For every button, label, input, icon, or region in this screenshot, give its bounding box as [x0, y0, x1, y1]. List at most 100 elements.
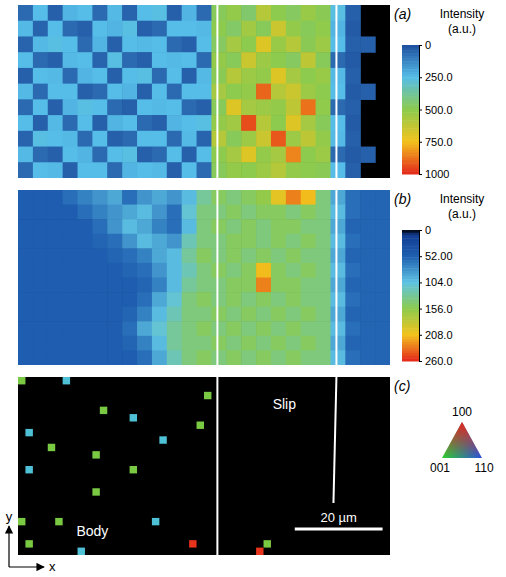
scale-bar-label: 20 µm [320, 510, 356, 525]
heatmap-cell [197, 263, 212, 278]
heatmap-cell [316, 84, 331, 100]
heatmap-cell [241, 162, 256, 178]
heatmap-cell [167, 292, 182, 307]
heatmap-cell [375, 190, 390, 205]
heatmap-cell [375, 234, 390, 249]
heatmap-cell [167, 147, 182, 163]
heatmap-cell [122, 263, 137, 278]
heatmap-cell [33, 147, 48, 163]
heatmap-cell [360, 219, 375, 234]
heatmap-cell [256, 99, 271, 115]
heatmap-cell [92, 350, 107, 365]
heatmap-cell [316, 36, 331, 52]
orientation-pixel [63, 377, 70, 384]
heatmap-cell [182, 219, 197, 234]
heatmap-cell [271, 263, 286, 278]
heatmap-cell [107, 5, 122, 21]
heatmap-cell [63, 336, 78, 351]
heatmap-cell [256, 162, 271, 178]
heatmap-cell [375, 350, 390, 365]
heatmap-cell [18, 248, 33, 263]
heatmap-cell [107, 263, 122, 278]
heatmap-cell [63, 99, 78, 115]
heatmap-cell [286, 162, 301, 178]
colorbar-axis-line [419, 231, 420, 362]
heatmap-cell [48, 162, 63, 178]
heatmap-cell [78, 21, 93, 37]
heatmap-cell [182, 68, 197, 84]
heatmap-cell [226, 147, 241, 163]
heatmap-cell [256, 263, 271, 278]
heatmap-cell [92, 84, 107, 100]
heatmap-cell [137, 36, 152, 52]
heatmap-cell [33, 21, 48, 37]
heatmap-cell [330, 147, 345, 163]
heatmap-cell [286, 36, 301, 52]
heatmap-cell [256, 205, 271, 220]
colorbar-tick-mark [419, 361, 422, 362]
colorbar-tick: 260.0 [419, 355, 453, 367]
heatmap-cell [167, 307, 182, 322]
heatmap-cell [48, 263, 63, 278]
heatmap-cell [330, 115, 345, 131]
ipf-key: 100001110 [430, 405, 494, 475]
heatmap-cell [122, 36, 137, 52]
heatmap-cell [78, 205, 93, 220]
heatmap-cell [48, 321, 63, 336]
heatmap-cell [122, 292, 137, 307]
heatmap-cell [167, 350, 182, 365]
heatmap-cell [286, 263, 301, 278]
heatmap-cell [211, 84, 226, 100]
colorbar-tick-mark [419, 335, 422, 336]
heatmap-cell [33, 52, 48, 68]
heatmap-cell [345, 321, 360, 336]
heatmap-cell [316, 321, 331, 336]
heatmap-cell [301, 219, 316, 234]
annotation: Body [76, 523, 108, 539]
heatmap-cell [63, 321, 78, 336]
heatmap-cell [33, 307, 48, 322]
heatmap-cell [286, 5, 301, 21]
heatmap-cell [197, 52, 212, 68]
heatmap-cell [122, 248, 137, 263]
heatmap-cell [137, 68, 152, 84]
heatmap-cell [78, 115, 93, 131]
heatmap-cell [360, 292, 375, 307]
heatmap-cell [211, 5, 226, 21]
heatmap-cell [78, 190, 93, 205]
heatmap-cell [137, 21, 152, 37]
heatmap-cell [197, 321, 212, 336]
colorbar-tick: 500.0 [419, 104, 453, 116]
heatmap-cell [137, 219, 152, 234]
orientation-pixel [130, 466, 137, 473]
heatmap-cell [197, 36, 212, 52]
orientation-pixel [92, 451, 99, 458]
colorbar-tick-label: 250.0 [425, 71, 453, 83]
heatmap-cell [345, 52, 360, 68]
heatmap-cell [107, 68, 122, 84]
heatmap-cell [92, 147, 107, 163]
panel: (b)052.00104.0156.0208.0260.0Intensity(a… [18, 190, 484, 367]
heatmap-cell [152, 5, 167, 21]
heatmap-cell [18, 52, 33, 68]
colorbar-tick-label: 52.00 [425, 250, 453, 262]
heatmap-cell [33, 234, 48, 249]
colorbar-tick-mark [419, 256, 422, 257]
heatmap-cell [33, 36, 48, 52]
heatmap-cell [226, 321, 241, 336]
heatmap-cell [271, 5, 286, 21]
heatmap-cell [197, 190, 212, 205]
heatmap-cell [241, 350, 256, 365]
heatmap-cell [211, 307, 226, 322]
heatmap-cell [167, 219, 182, 234]
heatmap-cell [152, 278, 167, 293]
heatmap-cell [122, 68, 137, 84]
heatmap-cell [241, 147, 256, 163]
heatmap-cell [316, 52, 331, 68]
colorbar-tick-label: 1000 [425, 168, 449, 180]
heatmap-cell [286, 307, 301, 322]
heatmap-cell [152, 162, 167, 178]
heatmap-cell [63, 5, 78, 21]
heatmap-cell [107, 248, 122, 263]
heatmap-cell [226, 190, 241, 205]
